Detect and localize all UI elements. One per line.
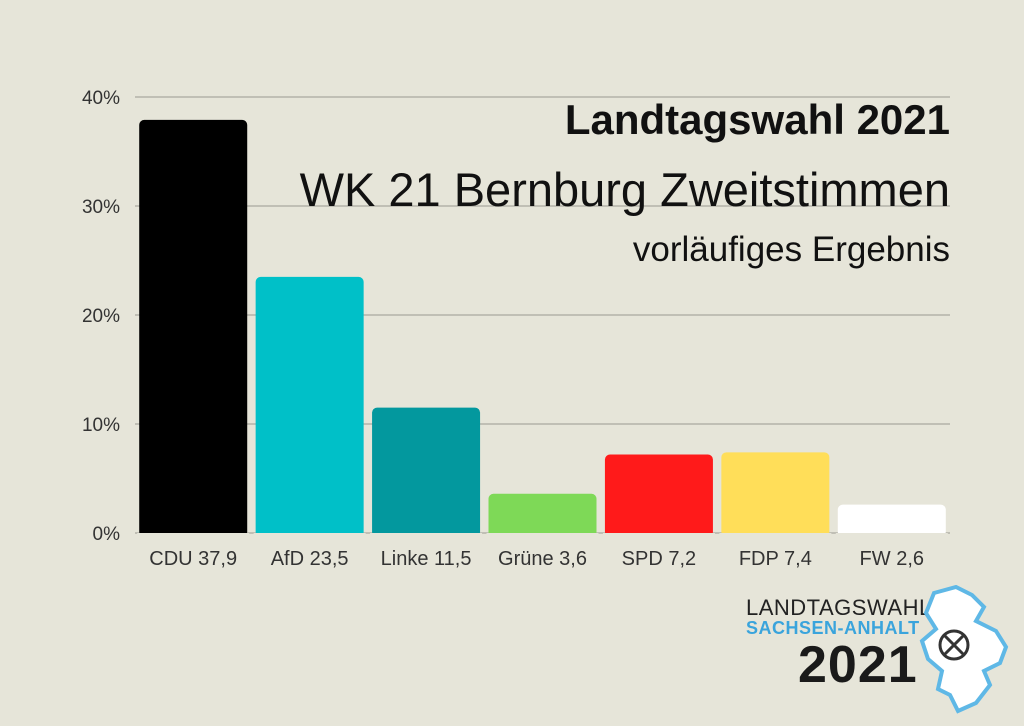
chart-subtitle-2: vorläufiges Ergebnis — [632, 230, 950, 269]
bar-base-mask — [602, 533, 715, 539]
x-tick-label: Grüne 3,6 — [498, 548, 587, 570]
x-tick-label: Linke 11,5 — [381, 548, 472, 570]
bar — [139, 119, 248, 537]
y-tick-label: 10% — [82, 415, 120, 436]
y-tick-label: 0% — [93, 524, 121, 545]
logo-line-1: LANDTAGSWAHL — [746, 595, 932, 620]
bar-base-mask — [719, 533, 832, 539]
x-axis-labels: CDU 37,9 AfD 23,5 Linke 11,5 Grüne 3,6 SPD 7… — [149, 548, 924, 570]
election-logo: LANDTAGSWAHL SACHSEN-ANHALT 2021 — [742, 585, 1017, 717]
saxony-anhalt-map-icon — [919, 585, 1009, 714]
bar — [372, 407, 481, 537]
bar — [604, 454, 713, 537]
logo-year: 2021 — [798, 636, 918, 694]
bars — [137, 119, 948, 539]
y-tick-label: 20% — [82, 306, 120, 327]
y-tick-label: 40% — [82, 88, 120, 109]
bar — [837, 504, 946, 537]
bar-base-mask — [137, 533, 250, 539]
bar-base-mask — [835, 533, 948, 539]
x-tick-label: FDP 7,4 — [739, 548, 812, 570]
x-tick-label: AfD 23,5 — [271, 548, 349, 570]
bar-base-mask — [486, 533, 599, 539]
bar-base-mask — [370, 533, 483, 539]
bar — [488, 493, 597, 537]
chart-title: Landtagswahl 2021 — [564, 96, 950, 143]
y-tick-label: 30% — [82, 197, 120, 218]
bar-base-mask — [253, 533, 366, 539]
x-tick-label: CDU 37,9 — [149, 548, 237, 570]
bar — [721, 452, 830, 537]
chart-subtitle: WK 21 Bernburg Zweitstimmen — [299, 163, 950, 216]
logo-line-2: SACHSEN-ANHALT — [746, 618, 920, 638]
bar — [255, 276, 364, 537]
y-axis-ticks: 0% 10% 20% 30% 40% — [82, 88, 120, 545]
x-tick-label: FW 2,6 — [860, 548, 924, 570]
x-tick-label: SPD 7,2 — [622, 548, 696, 570]
